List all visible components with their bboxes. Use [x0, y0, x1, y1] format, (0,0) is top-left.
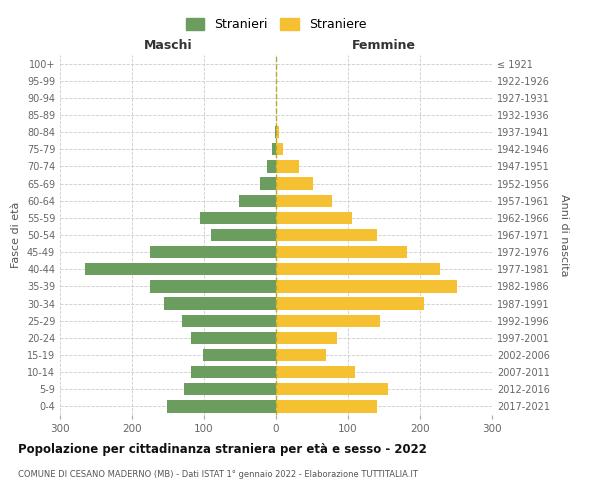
Bar — [276, 246, 407, 258]
Text: Femmine: Femmine — [352, 38, 416, 52]
Bar — [184, 383, 276, 396]
Bar — [268, 160, 276, 172]
Bar — [164, 298, 276, 310]
Bar — [276, 400, 377, 412]
Bar — [276, 212, 352, 224]
Bar — [182, 314, 276, 327]
Bar — [276, 383, 388, 396]
Bar — [276, 298, 424, 310]
Bar — [150, 246, 276, 258]
Bar — [191, 366, 276, 378]
Bar — [272, 143, 276, 156]
Bar — [200, 212, 276, 224]
Bar — [276, 349, 326, 361]
Legend: Stranieri, Straniere: Stranieri, Straniere — [179, 11, 373, 38]
Bar — [85, 263, 276, 276]
Bar — [276, 366, 355, 378]
Bar — [211, 229, 276, 241]
Text: COMUNE DI CESANO MADERNO (MB) - Dati ISTAT 1° gennaio 2022 - Elaborazione TUTTIT: COMUNE DI CESANO MADERNO (MB) - Dati IST… — [18, 470, 418, 479]
Bar — [260, 178, 276, 190]
Bar — [276, 314, 380, 327]
Bar — [276, 263, 440, 276]
Bar — [203, 349, 276, 361]
Text: Maschi: Maschi — [143, 38, 193, 52]
Bar — [276, 194, 332, 207]
Bar — [150, 280, 276, 292]
Bar — [167, 400, 276, 412]
Bar — [276, 178, 313, 190]
Bar — [276, 126, 279, 138]
Y-axis label: Anni di nascita: Anni di nascita — [559, 194, 569, 276]
Bar — [275, 126, 276, 138]
Bar — [276, 332, 337, 344]
Bar — [239, 194, 276, 207]
Bar — [276, 143, 283, 156]
Y-axis label: Fasce di età: Fasce di età — [11, 202, 21, 268]
Bar — [276, 280, 457, 292]
Text: Popolazione per cittadinanza straniera per età e sesso - 2022: Popolazione per cittadinanza straniera p… — [18, 442, 427, 456]
Bar — [276, 160, 299, 172]
Bar — [191, 332, 276, 344]
Bar — [276, 229, 377, 241]
